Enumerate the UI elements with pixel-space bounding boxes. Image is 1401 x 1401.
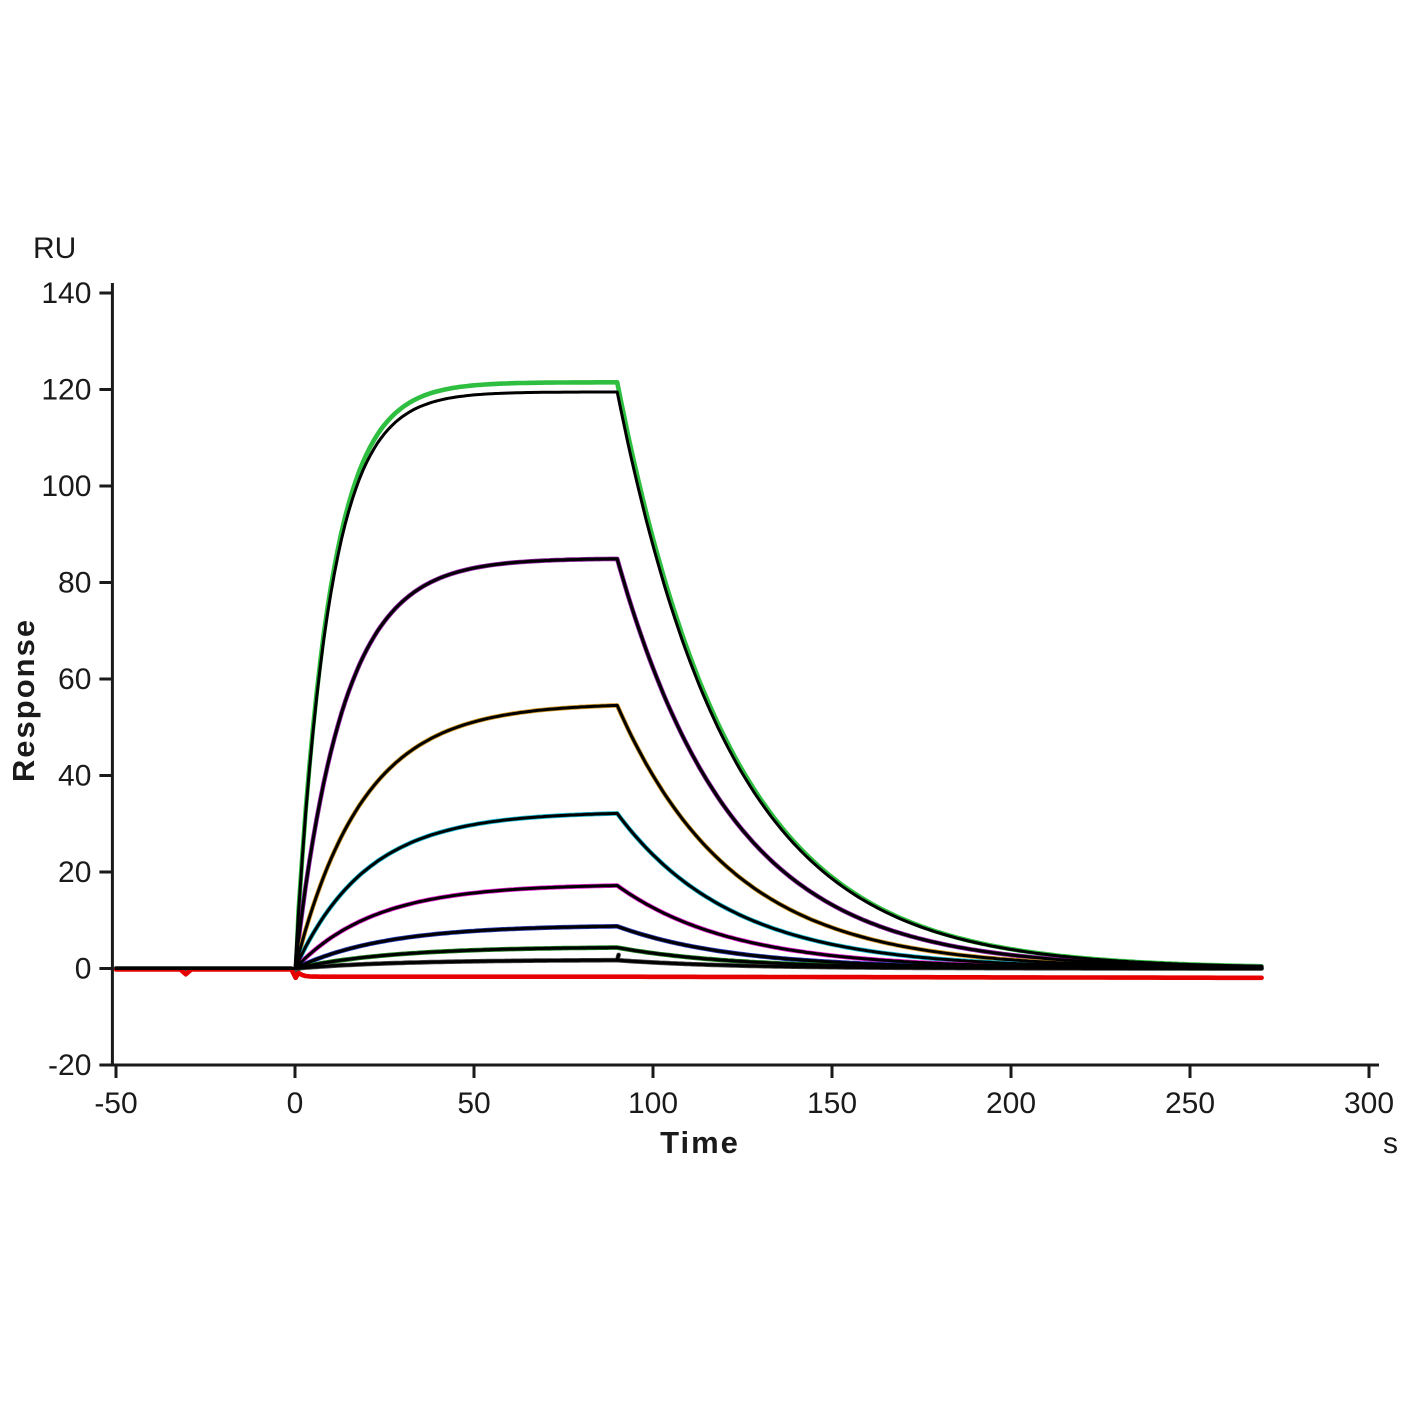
fit-line-orange [114, 703, 1264, 970]
x-tick-label: 50 [457, 1087, 490, 1120]
y-tick-label: 0 [75, 953, 92, 986]
x-tick-label: 250 [1165, 1087, 1215, 1120]
y-tick-label: -20 [48, 1049, 91, 1082]
x-unit-label: s [1383, 1127, 1398, 1160]
series-line-red-reference [113, 967, 1264, 981]
y-tick-label: 100 [41, 470, 91, 503]
series-line-cyan [113, 811, 1264, 981]
y-tick-label: 80 [58, 567, 91, 600]
x-tick-label: 200 [986, 1087, 1036, 1120]
series-line-green [113, 379, 1264, 981]
fit-line-dark-gray [114, 953, 1264, 970]
series-line-purple [113, 556, 1264, 981]
x-tick-label: -50 [94, 1087, 137, 1120]
axis-layer: -50 0 50 100 150 200 250 300 -20 0 20 40 60 80 100 120 1… [41, 277, 1394, 1120]
y-tick-label: 60 [58, 663, 91, 696]
y-tick-label: 40 [58, 760, 91, 793]
x-tick-label: 150 [807, 1087, 857, 1120]
y-tick-label: 120 [41, 374, 91, 407]
fit-line-purple [114, 557, 1264, 970]
y-tick-label: 140 [41, 277, 91, 310]
y-axis-title: Response [6, 618, 41, 782]
x-tick-label: 300 [1344, 1087, 1394, 1120]
x-tick-label: 100 [628, 1087, 678, 1120]
x-axis-title: Time [660, 1125, 740, 1160]
fit-line-green [114, 390, 1264, 970]
x-tick-label: 0 [287, 1087, 304, 1120]
series-layer [113, 379, 1264, 981]
y-tick-label: 20 [58, 856, 91, 889]
y-unit-label: RU [33, 232, 76, 265]
